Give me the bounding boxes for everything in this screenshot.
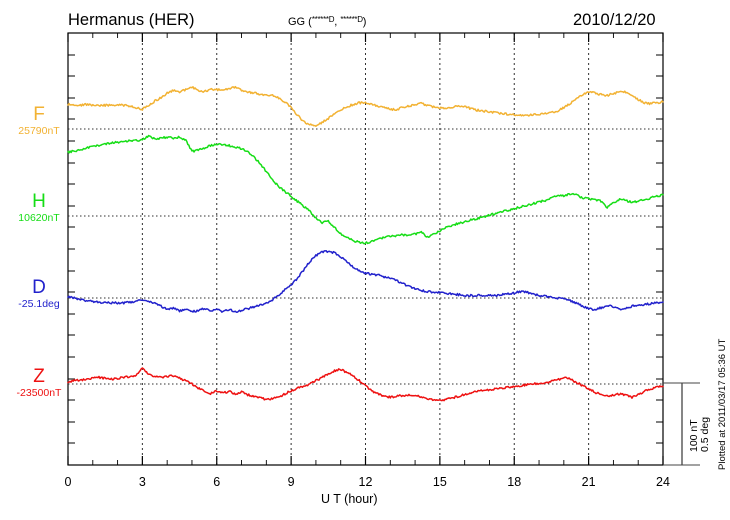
- vertical-gridlines: [141, 33, 590, 465]
- trace-D: [67, 250, 664, 313]
- component-baseline-Z: -23500nT: [16, 387, 62, 399]
- xtick-label-21: 21: [581, 475, 596, 489]
- component-label-D: D -25.1deg: [8, 278, 70, 310]
- component-symbol-F: F: [33, 104, 45, 125]
- y-axis-right-ticks: [656, 54, 663, 444]
- x-axis-minor-ticks: [92, 33, 639, 465]
- station-title: Hermanus (HER): [68, 11, 195, 29]
- geo-latitude: ******D: [311, 15, 335, 24]
- xtick-label-9: 9: [287, 475, 295, 489]
- geo-paren-open: (: [305, 16, 312, 28]
- scale-bar-label-deg: 0.5 deg: [699, 416, 711, 452]
- xtick-label-15: 15: [432, 475, 447, 489]
- plotted-at-timestamp: Plotted at 2011/03/17 05:36 UT: [717, 338, 728, 470]
- component-baseline-H: 10620nT: [18, 212, 60, 224]
- trace-H: [67, 134, 664, 245]
- geo-comma: ,: [334, 16, 341, 28]
- date-label: 2010/12/20: [573, 11, 656, 29]
- x-axis-major-ticks: [67, 33, 664, 465]
- xtick-label-12: 12: [358, 475, 373, 489]
- xtick-label-6: 6: [213, 475, 221, 489]
- component-label-Z: Z -23500nT: [8, 367, 70, 399]
- geo-prefix: GG: [288, 16, 306, 28]
- trace-F: [67, 85, 664, 127]
- xtick-label-0: 0: [64, 475, 72, 489]
- scale-bar: [663, 382, 700, 466]
- component-symbol-D: D: [32, 277, 46, 298]
- x-axis-title: U T (hour): [321, 492, 378, 506]
- component-baselines: [68, 128, 663, 385]
- component-label-F: F 25790nT: [8, 105, 70, 137]
- xtick-label-24: 24: [656, 475, 670, 489]
- geo-longitude: ******D: [340, 15, 363, 24]
- xtick-label-18: 18: [507, 475, 522, 489]
- geo-paren-close: ): [362, 16, 367, 28]
- component-symbol-H: H: [32, 191, 46, 212]
- y-axis-left-ticks: [68, 54, 75, 444]
- component-label-H: H 10620nT: [8, 192, 70, 224]
- geographic-coordinates: GG (******D, ******D): [288, 15, 366, 28]
- trace-Z: [67, 367, 664, 402]
- component-baseline-D: -25.1deg: [18, 298, 60, 310]
- xtick-label-3: 3: [138, 475, 146, 489]
- component-baseline-F: 25790nT: [18, 125, 60, 137]
- component-symbol-Z: Z: [33, 366, 45, 387]
- data-traces: [67, 85, 664, 402]
